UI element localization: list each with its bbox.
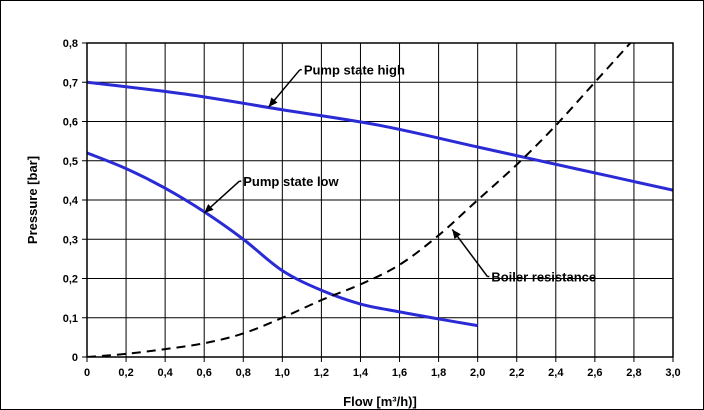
x-tick-label: 2,6: [587, 367, 602, 379]
series-pump-state-high: [87, 80, 673, 192]
y-tick-label: 0,1: [63, 313, 78, 325]
x-tick-label: 2,0: [470, 367, 485, 379]
x-tick-label: 1,4: [353, 367, 369, 379]
x-tick-label: 0,6: [197, 367, 212, 379]
y-axis-title: Pressure [bar]: [25, 156, 40, 244]
annotation-leader: [451, 228, 489, 277]
y-tick-label: 0,7: [63, 77, 78, 89]
annotation-arrowhead: [204, 203, 214, 213]
annotation-label: Pump state high: [304, 63, 405, 78]
x-tick-label: 1,8: [431, 367, 446, 379]
y-tick-label: 0,3: [63, 234, 78, 246]
annotation-pump-state-high: Pump state high: [268, 63, 405, 108]
x-tick-label: 1,2: [314, 367, 329, 379]
ticks: 0 0,2 0,4 0,6 0,8 1,0 1,2 1,4 1,6 1,8 2,0 2,2 2,4 2,6…: [63, 38, 681, 379]
annotations: Pump state high Pump state low Boiler resi…: [203, 63, 596, 285]
annotation-label: Pump state low: [243, 174, 339, 189]
y-tick-label: 0,8: [63, 38, 78, 50]
annotation-arrowhead: [268, 97, 278, 107]
annotation-pump-state-low: Pump state low: [203, 174, 340, 214]
y-tick-label: 0,4: [63, 195, 79, 207]
x-axis-title: Flow [m³/h)]: [343, 394, 417, 409]
series-layer: [87, 43, 673, 357]
x-tick-label: 2,8: [626, 367, 641, 379]
y-tick-label: 0,2: [63, 274, 78, 286]
x-tick-label: 0,8: [236, 367, 251, 379]
x-tick-label: 1,6: [392, 367, 407, 379]
annotation-label: Boiler resistance: [491, 270, 596, 285]
x-tick-label: 2,4: [548, 367, 564, 379]
y-tick-label: 0: [72, 352, 78, 364]
x-tick-label: 0,2: [118, 367, 133, 379]
series-boiler-resistance: [87, 43, 632, 357]
y-tick-label: 0,6: [63, 117, 78, 129]
annotation-arrowhead: [452, 229, 461, 240]
x-tick-label: 3,0: [665, 367, 680, 379]
x-tick-label: 1,0: [275, 367, 290, 379]
y-tick-label: 0,5: [63, 156, 78, 168]
annotation-boiler-resistance: Boiler resistance: [451, 228, 596, 285]
series-pump-state-low: [87, 151, 478, 328]
x-tick-label: 2,2: [509, 367, 524, 379]
x-tick-label: 0,4: [157, 367, 173, 379]
x-tick-label: 0: [84, 367, 90, 379]
